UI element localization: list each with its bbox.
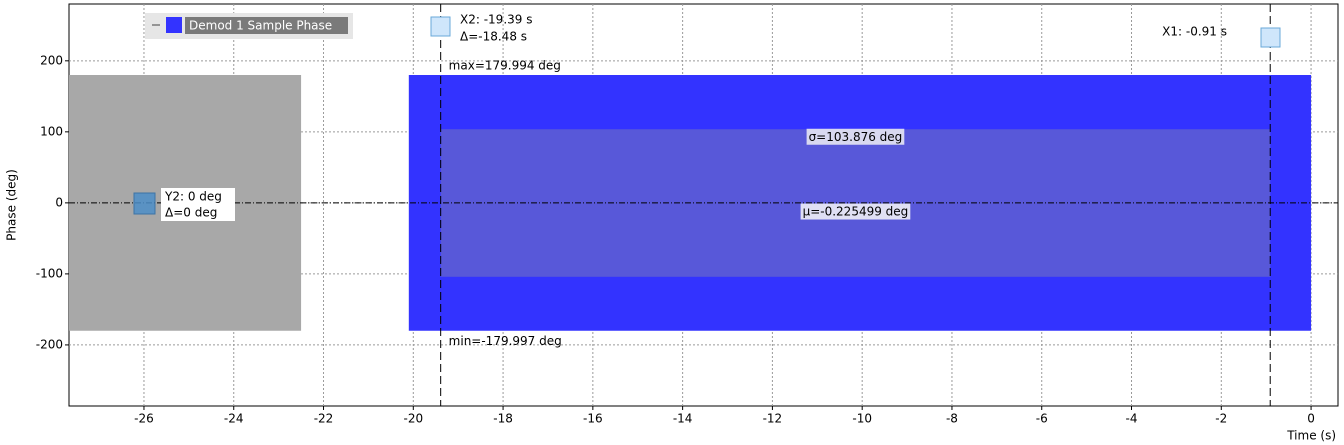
cursor-handle [1260, 27, 1281, 48]
mean-label: μ=-0.225499 deg [803, 205, 909, 219]
x-tick-label: -16 [583, 412, 603, 426]
min-label: min=-179.997 deg [449, 334, 562, 348]
x1-label: X1: -0.91 s [1162, 25, 1227, 39]
y-tick-label: 200 [40, 53, 63, 67]
y2-label: Y2: 0 deg [164, 190, 222, 204]
y-tick-label: -200 [36, 337, 63, 351]
y-axis-label: Phase (deg) [5, 169, 19, 241]
legend-swatch [166, 17, 182, 33]
label-background [800, 203, 911, 220]
x-tick-label: -12 [763, 412, 783, 426]
y-tick-label: 100 [40, 124, 63, 138]
x-tick-label: -22 [314, 412, 334, 426]
y-tick-label: 0 [55, 195, 63, 209]
x-tick-label: -18 [493, 412, 513, 426]
x-tick-label: -26 [134, 412, 154, 426]
y-tick-label: -100 [36, 266, 63, 280]
x-tick-label: -8 [946, 412, 958, 426]
x-tick-label: -20 [403, 412, 423, 426]
cursor-handle [430, 16, 451, 37]
max-label: max=179.994 deg [449, 59, 561, 73]
x-axis-label: Time (s) [1286, 429, 1336, 443]
x-tick-label: -2 [1215, 412, 1227, 426]
legend-text-bg [185, 17, 348, 34]
x-tick-label: 0 [1307, 412, 1315, 426]
y-delta-label: Δ=0 deg [165, 206, 217, 220]
x-tick-label: -10 [852, 412, 872, 426]
sigma-label: σ=103.876 deg [809, 130, 903, 144]
label-background [161, 188, 235, 221]
cursor-handle [133, 192, 156, 215]
legend-label: Demod 1 Sample Phase [189, 19, 332, 33]
x2-label: X2: -19.39 s [460, 13, 532, 27]
x-tick-label: -4 [1126, 412, 1138, 426]
x-tick-label: -24 [224, 412, 244, 426]
x-tick-label: -6 [1036, 412, 1048, 426]
label-background [806, 128, 905, 145]
x-tick-label: -14 [673, 412, 693, 426]
x-delta-label: Δ=-18.48 s [460, 30, 527, 44]
